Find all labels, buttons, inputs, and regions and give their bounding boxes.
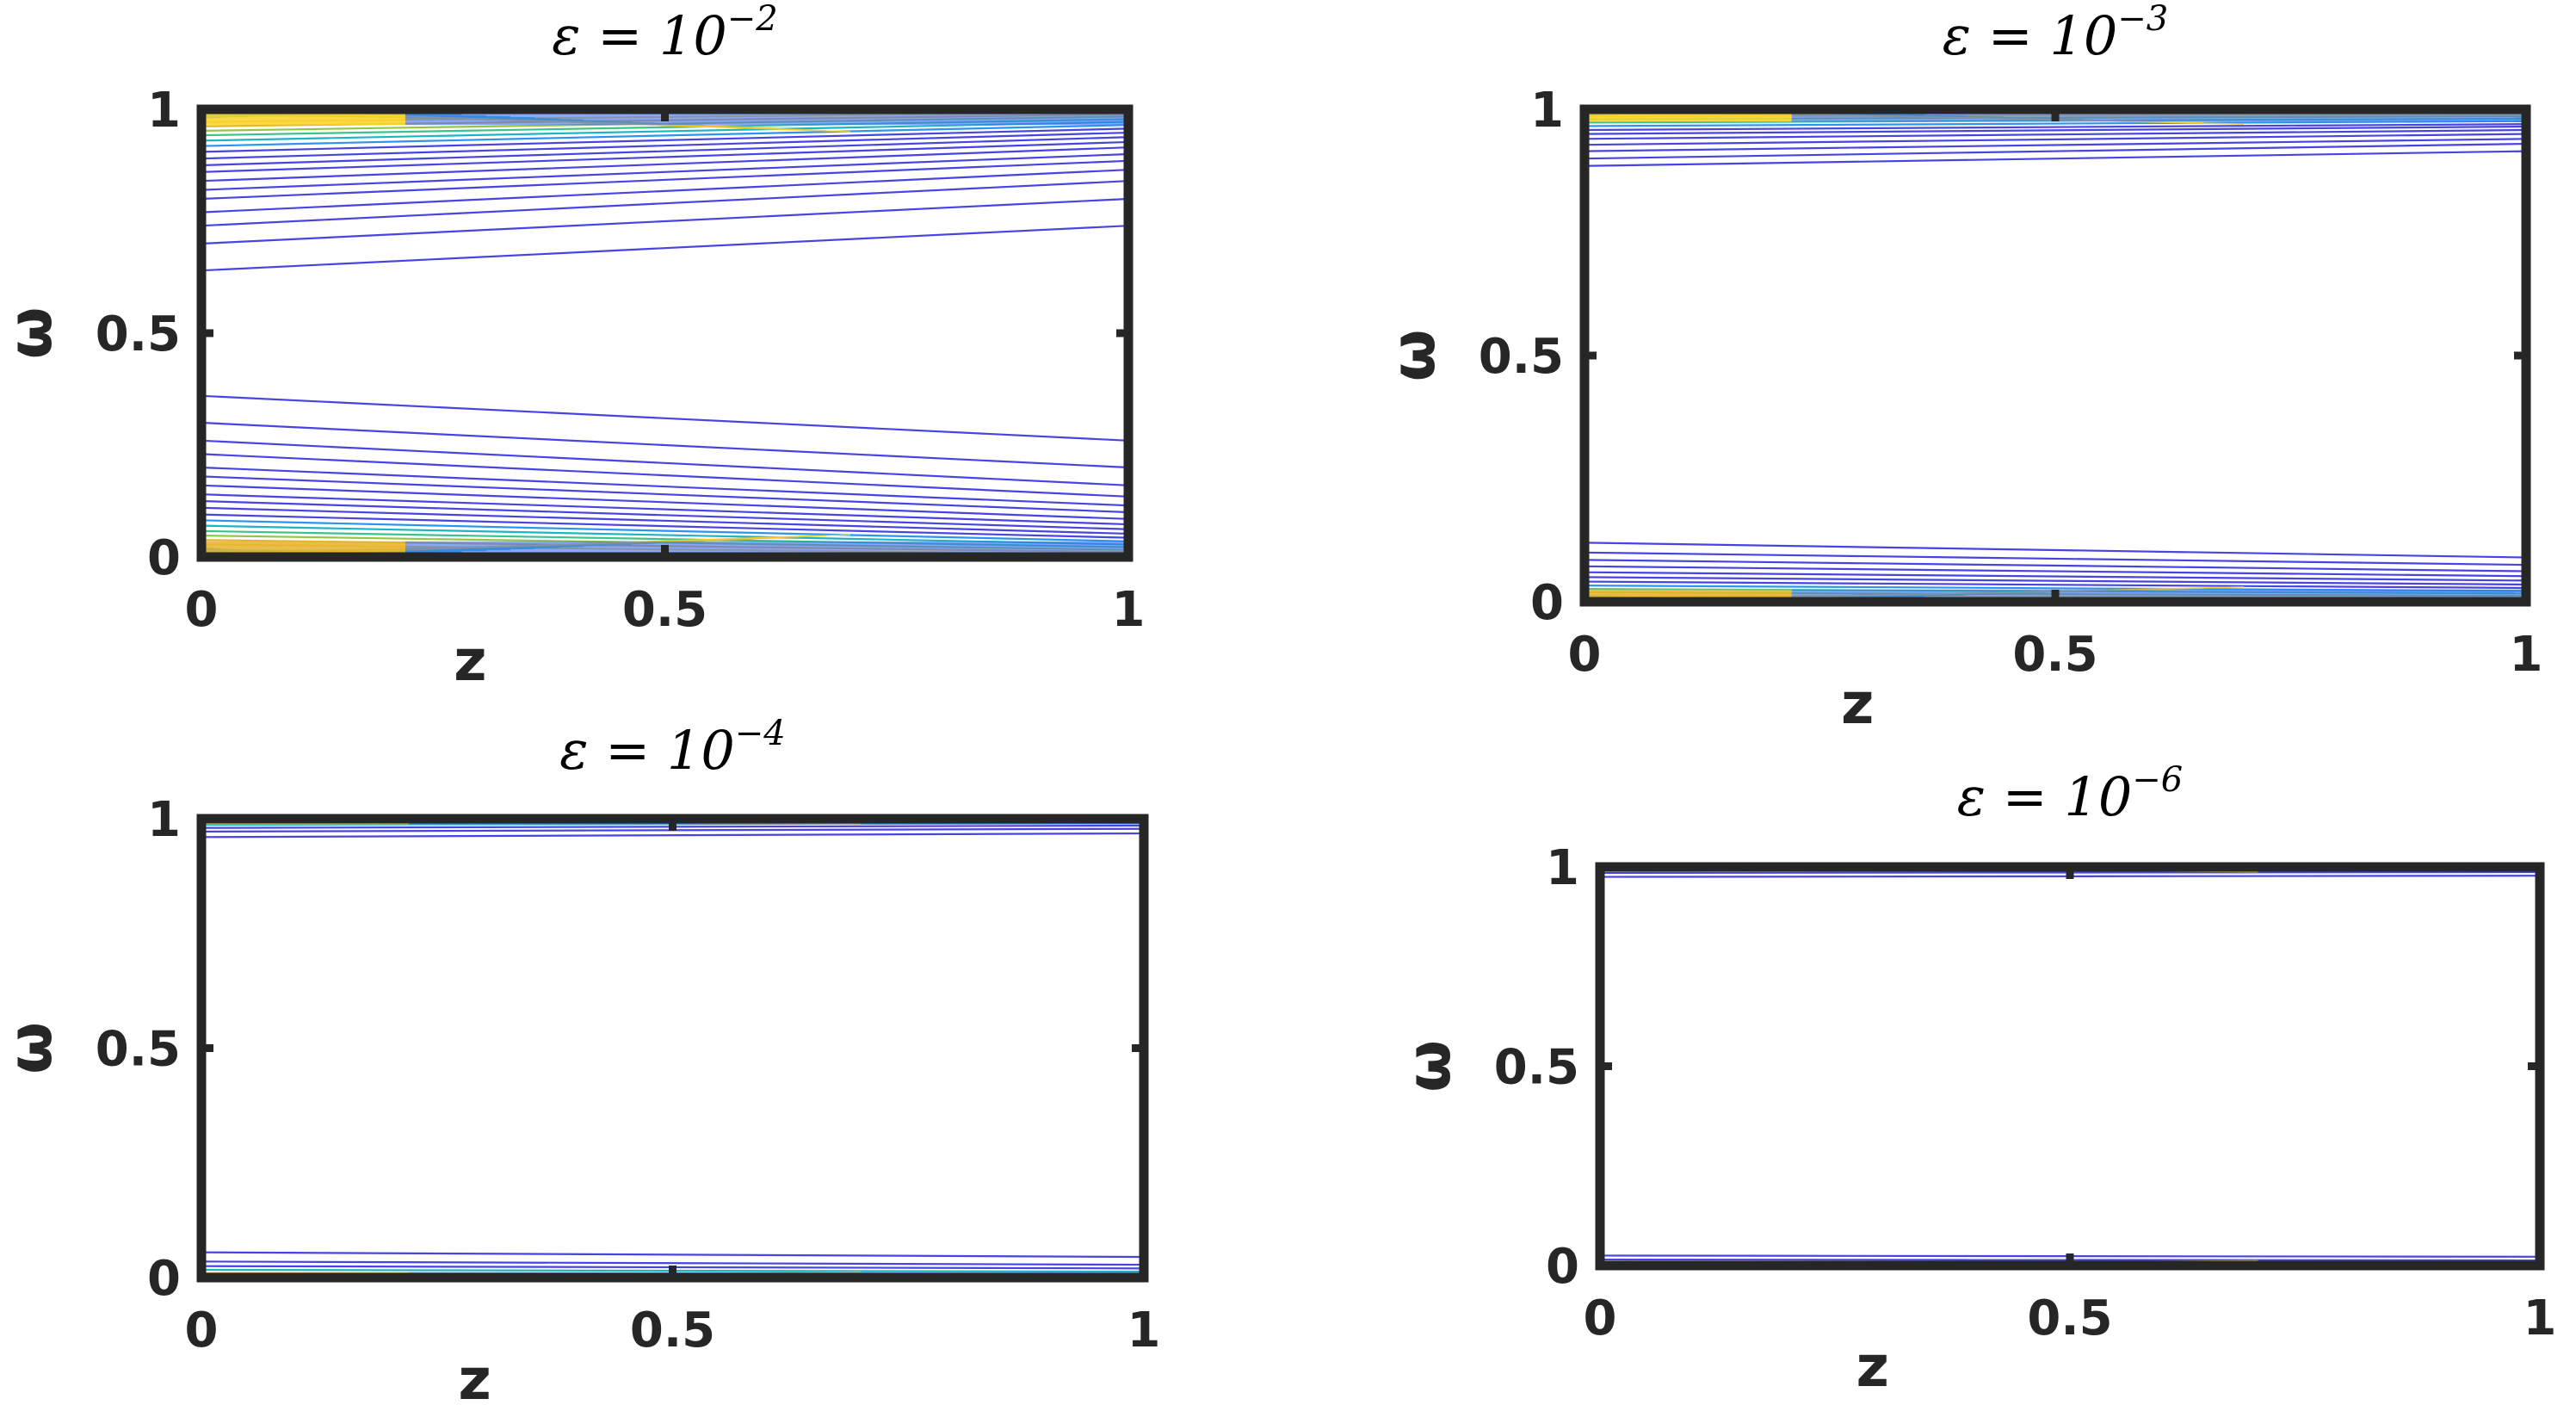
x-tick-label: 1 <box>1127 1303 1161 1359</box>
lower-contour-line <box>1585 571 2526 582</box>
title-base: ε = 10 <box>552 4 727 67</box>
y-tick-label: 0 <box>1546 1239 1579 1295</box>
lower-contour-line <box>201 1251 1144 1259</box>
contour-lines <box>201 819 1144 1278</box>
axes-box <box>1579 104 2531 607</box>
panel-3: 0 0.5 1 0 0.5 1 z ω ε = 10−4 <box>0 714 1160 1405</box>
upper-contour-line <box>201 124 1128 147</box>
x-tick-label: 1 <box>2510 627 2543 683</box>
upper-contour-line <box>201 136 1128 167</box>
upper-contour-line <box>201 197 1128 245</box>
upper-contour-line <box>1585 123 2526 132</box>
x-tick-label: 0 <box>185 582 219 638</box>
lower-contour-line <box>201 493 1128 526</box>
lower-contour-line <box>201 394 1128 442</box>
title-base: ε = 10 <box>559 719 735 782</box>
y-tick-label: 0.5 <box>96 1022 181 1078</box>
lower-contour-line <box>1585 551 2526 566</box>
lower-contour-line <box>1585 565 2526 578</box>
x-tick-label: 1 <box>2523 1290 2557 1346</box>
x-axis-label: z <box>454 628 486 694</box>
lower-contour-line <box>201 519 1128 542</box>
panel-title: ε = 10−3 <box>1943 0 2169 67</box>
upper-contour-line <box>201 169 1128 214</box>
panel-1: 0 0.5 1 0 0.5 1 z ω ε = 10−2 <box>0 0 1145 694</box>
lower-contour-line <box>1585 580 2526 590</box>
axes-box <box>1595 862 2545 1271</box>
x-tick-label: 0 <box>1584 1290 1617 1346</box>
y-axis-label: ω <box>1393 1040 1464 1092</box>
panel-4: 0 0.5 1 0 0.5 1 z ω ε = 10−6 <box>1393 760 2556 1400</box>
upper-contour-line <box>1585 133 2526 146</box>
upper-contour-line <box>201 152 1128 191</box>
x-axis-label: z <box>458 1346 491 1405</box>
upper-contour-line <box>201 225 1128 272</box>
upper-contour-line <box>201 140 1128 173</box>
x-tick-label: 0.5 <box>630 1303 715 1359</box>
upper-contour-line <box>1585 120 2526 127</box>
lower-contour-line <box>1585 576 2526 586</box>
y-tick-label: 1 <box>1546 840 1579 896</box>
x-tick-label: 0 <box>185 1303 219 1359</box>
lower-contour-line <box>201 506 1128 535</box>
y-tick-label: 0.5 <box>96 306 181 362</box>
lower-contour-line <box>201 439 1128 486</box>
lower-contour-line <box>201 453 1128 498</box>
panel-title: ε = 10−2 <box>552 0 778 67</box>
title-base: ε = 10 <box>1957 765 2133 828</box>
contour-lines <box>1585 109 2526 602</box>
upper-contour-line <box>201 180 1128 227</box>
y-tick-label: 0 <box>147 1251 181 1307</box>
panel-title: ε = 10−4 <box>559 714 786 782</box>
upper-contour-line <box>201 832 1144 839</box>
upper-contour-line <box>201 131 1128 160</box>
upper-contour-line <box>1585 128 2526 140</box>
lower-contour-line <box>201 475 1128 514</box>
title-exponent: −3 <box>2117 0 2168 39</box>
x-tick-label: 1 <box>1112 582 1146 638</box>
axes-box <box>196 814 1149 1283</box>
lower-contour-line <box>201 499 1128 530</box>
upper-contour-line <box>1585 125 2526 135</box>
x-axis-label: z <box>1856 1334 1888 1400</box>
upper-contour-line <box>1585 142 2526 160</box>
upper-contour-line <box>1585 150 2526 167</box>
y-tick-label: 1 <box>147 792 181 848</box>
y-tick-label: 1 <box>147 83 181 139</box>
y-tick-label: 1 <box>1530 83 1564 139</box>
upper-contour-line <box>201 127 1128 153</box>
x-tick-label: 0.5 <box>2012 627 2097 683</box>
contour-lines <box>1600 867 2540 1266</box>
x-axis-label: z <box>1841 671 1874 737</box>
y-tick-label: 0.5 <box>1479 329 1564 385</box>
y-axis-label: ω <box>1378 330 1449 382</box>
lower-contour-line <box>201 513 1128 539</box>
y-tick-label: 0 <box>147 530 181 586</box>
x-tick-label: 0 <box>1568 627 1602 683</box>
title-exponent: −2 <box>727 0 778 39</box>
y-axis-label: ω <box>0 307 65 360</box>
y-tick-label: 0.5 <box>1494 1040 1579 1096</box>
lower-contour-line <box>1585 559 2526 573</box>
panel-2: 0 0.5 1 0 0.5 1 z ω ε = 10−3 <box>1378 0 2542 737</box>
x-tick-label: 0.5 <box>622 582 707 638</box>
y-tick-label: 0 <box>1530 575 1564 631</box>
title-exponent: −4 <box>735 714 786 753</box>
lower-contour-line <box>1585 542 2526 559</box>
upper-contour-line <box>201 146 1128 183</box>
y-axis-label: ω <box>0 1022 65 1074</box>
x-tick-label: 0.5 <box>2027 1290 2112 1346</box>
lower-contour-line <box>201 466 1128 507</box>
title-exponent: −6 <box>2132 760 2183 800</box>
lower-contour-line <box>201 1260 1144 1266</box>
contour-lines <box>201 109 1128 557</box>
panel-title: ε = 10−6 <box>1957 760 2184 828</box>
lower-contour-line <box>201 484 1128 520</box>
lower-contour-line <box>201 421 1128 469</box>
title-base: ε = 10 <box>1943 4 2118 67</box>
upper-contour-line <box>1585 138 2526 152</box>
upper-contour-line <box>201 159 1128 201</box>
